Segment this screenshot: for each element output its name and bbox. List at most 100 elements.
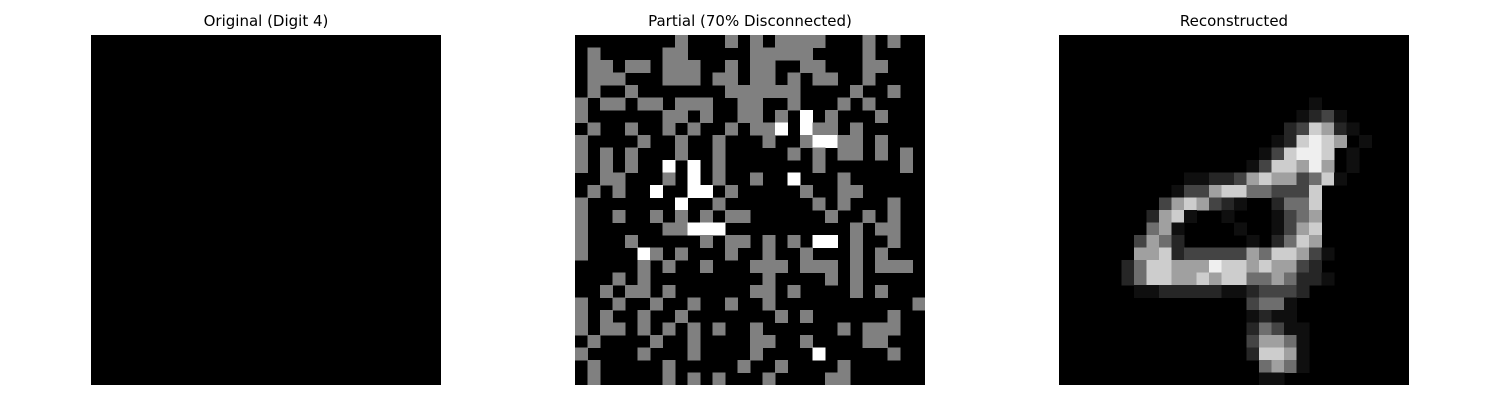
pixel (800, 248, 813, 261)
pixel (788, 98, 801, 111)
pixel (763, 135, 776, 148)
pixel (688, 185, 701, 198)
pixel (1147, 285, 1160, 298)
pixel (1147, 260, 1160, 273)
pixel (1159, 260, 1172, 273)
pixel (1159, 198, 1172, 211)
pixel (1309, 198, 1322, 211)
pixel (825, 260, 838, 273)
pixel (713, 173, 726, 186)
pixel (1284, 173, 1297, 186)
pixel (625, 148, 638, 161)
pixel (1122, 260, 1135, 273)
pixel (1272, 323, 1285, 336)
pixel (875, 323, 888, 336)
panel-title-original: Original (Digit 4) (91, 10, 441, 32)
pixel (638, 98, 651, 111)
pixel (838, 185, 851, 198)
pixel (1259, 273, 1272, 286)
pixel (663, 260, 676, 273)
pixel (863, 335, 876, 348)
pixel (625, 60, 638, 73)
pixel (638, 310, 651, 323)
pixel (1222, 285, 1235, 298)
pixel (688, 348, 701, 361)
pixel (1134, 235, 1147, 248)
pixel (775, 310, 788, 323)
pixel (613, 185, 626, 198)
pixel (1309, 210, 1322, 223)
pixel (1247, 185, 1260, 198)
pixel (1209, 198, 1222, 211)
pixel (1259, 323, 1272, 336)
pixel (738, 235, 751, 248)
pixel (613, 73, 626, 86)
pixel (675, 135, 688, 148)
pixel (575, 210, 588, 223)
pixel (1234, 260, 1247, 273)
pixel (1234, 223, 1247, 236)
pixel (838, 173, 851, 186)
pixel (1172, 185, 1185, 198)
pixel (575, 248, 588, 261)
pixel (750, 85, 763, 98)
pixel (650, 298, 663, 311)
pixel (713, 160, 726, 173)
pixel (1272, 373, 1285, 386)
pixel (688, 298, 701, 311)
pixel (800, 48, 813, 61)
pixel (888, 260, 901, 273)
pixel (588, 185, 601, 198)
pixel (1297, 248, 1310, 261)
pixel (1147, 223, 1160, 236)
pixel (1259, 310, 1272, 323)
pixel (713, 73, 726, 86)
pixel (1284, 260, 1297, 273)
pixel (575, 160, 588, 173)
pixel (675, 223, 688, 236)
pixel (863, 210, 876, 223)
pixel (863, 73, 876, 86)
pixel (650, 98, 663, 111)
pixel (1184, 248, 1197, 261)
pixel (1309, 185, 1322, 198)
pixel (1172, 198, 1185, 211)
pixel (750, 60, 763, 73)
pixel (1184, 210, 1197, 223)
pixel (700, 223, 713, 236)
pixel (775, 85, 788, 98)
pixel (1309, 135, 1322, 148)
pixel (838, 323, 851, 336)
pixel (838, 135, 851, 148)
pixel (863, 98, 876, 111)
pixel (1159, 273, 1172, 286)
pixel-grid (1059, 35, 1409, 385)
pixel (688, 323, 701, 336)
pixel (800, 185, 813, 198)
pixel (713, 135, 726, 148)
pixel (738, 210, 751, 223)
pixel (775, 260, 788, 273)
pixel (1147, 235, 1160, 248)
pixel (613, 323, 626, 336)
pixel (1184, 173, 1197, 186)
pixel (588, 73, 601, 86)
pixel (1247, 335, 1260, 348)
pixel (575, 98, 588, 111)
pixel (1172, 210, 1185, 223)
pixel (1147, 210, 1160, 223)
pixel (850, 285, 863, 298)
pixel (1284, 348, 1297, 361)
pixel (1322, 148, 1335, 161)
pixel (1297, 285, 1310, 298)
pixel (825, 123, 838, 136)
pixel (625, 160, 638, 173)
pixel (638, 135, 651, 148)
pixel (888, 235, 901, 248)
pixel (763, 285, 776, 298)
pixel (1284, 198, 1297, 211)
pixel (1197, 285, 1210, 298)
pixel (1272, 198, 1285, 211)
pixel (763, 73, 776, 86)
